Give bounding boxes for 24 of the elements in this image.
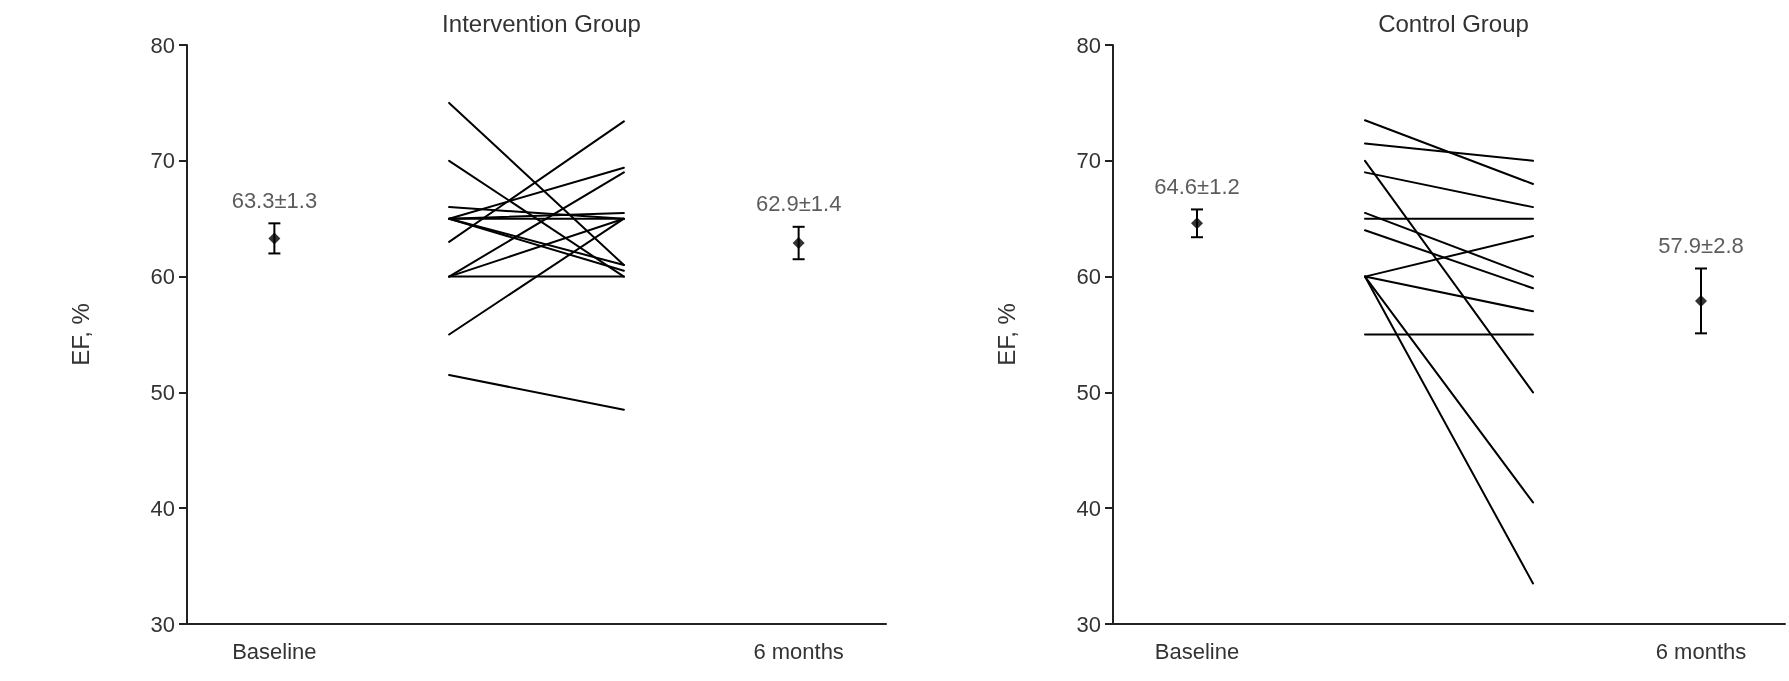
x-tick-label: Baseline [232, 638, 317, 664]
y-tick-label: 50 [150, 379, 175, 405]
x-tick-label: Baseline [1154, 638, 1240, 664]
data-label: 62.9±1.4 [755, 191, 842, 217]
chart-title: Control Group [1378, 9, 1529, 37]
y-tick-label: 40 [1076, 495, 1101, 521]
y-tick-label: 60 [1076, 264, 1101, 290]
y-tick-label: 70 [1076, 148, 1101, 174]
y-tick-label: 80 [150, 32, 175, 58]
y-tick-label: 30 [150, 611, 175, 637]
y-tick-label: 70 [150, 148, 175, 174]
y-tick-label: 50 [1076, 379, 1101, 405]
y-tick-label: 60 [150, 264, 175, 290]
y-tick-label: 80 [1076, 32, 1101, 58]
y-tick-label: 40 [150, 495, 175, 521]
x-tick-label: 6 months [753, 638, 844, 664]
y-tick-label: 30 [1076, 611, 1101, 637]
y-axis-title: EF, % [66, 303, 94, 366]
data-label: 57.9±2.8 [1658, 232, 1744, 258]
chart-title: Intervention Group [442, 9, 641, 37]
data-label: 64.6±1.2 [1154, 173, 1240, 199]
data-label: 63.3±1.3 [231, 187, 318, 213]
y-axis-title: EF, % [992, 303, 1020, 366]
x-tick-label: 6 months [1655, 638, 1747, 664]
